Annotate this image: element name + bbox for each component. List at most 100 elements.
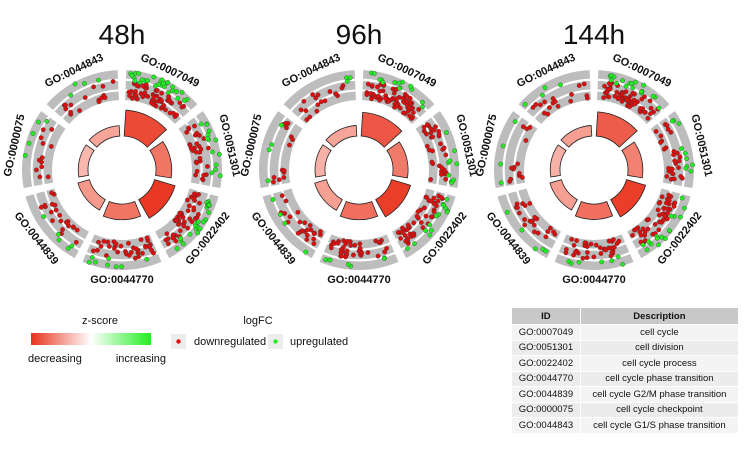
zscore-bar xyxy=(560,124,593,148)
downregulated-dot xyxy=(386,98,392,104)
table-row: GO:0044843 cell cycle G1/S phase transiti… xyxy=(511,417,740,434)
downregulated-dot xyxy=(404,103,410,108)
downregulated-dot xyxy=(182,219,187,225)
downregulated-dot xyxy=(581,81,587,87)
downregulated-dot xyxy=(551,229,556,235)
upregulated-dot xyxy=(209,170,215,176)
upregulated-dot xyxy=(377,77,383,83)
downregulated-dot xyxy=(508,176,514,182)
downregulated-dot xyxy=(438,172,444,177)
downregulated-dot xyxy=(74,227,80,233)
downregulated-dot xyxy=(668,129,674,135)
logfc-track xyxy=(493,111,521,188)
downregulated-dot xyxy=(197,133,202,138)
downregulated-dot xyxy=(400,229,406,235)
downregulated-dot xyxy=(73,239,79,245)
upregulated-dot xyxy=(278,212,283,217)
downregulated-dot xyxy=(606,238,612,244)
downregulated-dot xyxy=(184,129,190,135)
downregulated-dot xyxy=(98,243,104,249)
table-cell-description: cell division xyxy=(579,339,740,356)
downregulated-dot xyxy=(430,134,436,140)
go-circle-panel: 48hGO:0007049GO:0051301GO:0022402GO:0044… xyxy=(2,19,243,286)
downregulated-dot xyxy=(307,114,313,120)
downregulated-dot xyxy=(150,101,156,107)
upregulated-dot xyxy=(532,246,538,252)
downregulated-dot xyxy=(193,172,199,178)
upregulated-dot xyxy=(72,81,78,87)
downregulated-dot xyxy=(283,121,289,126)
logfc-track xyxy=(328,234,390,249)
upregulated-dot xyxy=(576,259,582,265)
downregulated-dot xyxy=(402,233,408,238)
upregulated-dot xyxy=(608,77,614,83)
logfc-track xyxy=(526,80,591,117)
downregulated-dot xyxy=(522,203,528,208)
logfc-track xyxy=(515,123,538,185)
upregulated-dot xyxy=(679,195,685,201)
table-cell-description: cell cycle G1/S phase transition xyxy=(579,417,740,434)
downregulated-dot xyxy=(443,152,449,158)
table-header-id: ID xyxy=(511,307,581,325)
downregulated-dot xyxy=(509,165,514,171)
downregulated-dot xyxy=(96,239,101,245)
downregulated-dot xyxy=(530,105,536,110)
upregulated-dot xyxy=(371,71,377,76)
downregulated-dot xyxy=(170,235,176,241)
go-circle-panel: 144hGO:0007049GO:0051301GO:0022402GO:004… xyxy=(474,19,715,286)
logfc-track xyxy=(507,191,556,249)
downregulated-dot xyxy=(666,192,672,198)
downregulated-dot xyxy=(175,222,181,227)
downregulated-dot xyxy=(315,102,321,108)
zscore-bar xyxy=(574,200,614,220)
downregulated-dot xyxy=(609,249,615,255)
upregulated-dot xyxy=(22,153,28,158)
zscore-bar xyxy=(77,179,106,211)
table-row: GO:0044770 cell cycle phase transition xyxy=(511,370,740,387)
logfc-track xyxy=(82,254,162,270)
downregulated-dot xyxy=(528,219,534,224)
logfc-track xyxy=(43,123,66,185)
downregulated-dot xyxy=(523,138,529,143)
upregulated-dot xyxy=(175,95,181,101)
downregulated-dot xyxy=(197,155,203,161)
downregulated-dot xyxy=(548,225,553,231)
downregulated-dot xyxy=(284,125,289,131)
downregulated-dot xyxy=(276,177,282,183)
upregulated-dot xyxy=(105,262,110,268)
downregulated-dot xyxy=(164,231,170,237)
upregulated-dot xyxy=(187,231,193,237)
downregulated-dot xyxy=(405,222,411,228)
logfc-legend-title: logFC xyxy=(243,315,272,327)
downregulated-dot xyxy=(411,220,417,226)
downregulated-dot xyxy=(311,241,317,247)
upregulated-dot xyxy=(688,168,694,174)
downregulated-dot xyxy=(638,106,643,111)
downregulated-dot xyxy=(302,220,308,226)
upregulated-dot xyxy=(639,89,644,94)
downregulated-dot xyxy=(129,96,135,101)
downregulated-dot xyxy=(415,209,421,214)
downregulated-dot xyxy=(391,90,397,96)
go-term-label: GO:0044770 xyxy=(327,274,391,286)
upregulated-dot xyxy=(213,137,219,143)
logfc-track xyxy=(291,80,356,117)
upregulated-dot xyxy=(656,105,662,111)
downregulated-dot xyxy=(620,91,625,97)
chart-panels: 48hGO:0007049GO:0051301GO:0022402GO:0044… xyxy=(2,19,715,286)
upregulated-dot xyxy=(69,243,75,249)
downregulated-dot xyxy=(310,92,315,97)
downregulated-dot xyxy=(134,96,140,102)
upregulated-dot xyxy=(599,259,605,265)
upregulated-dot xyxy=(640,242,646,248)
upregulated-dot xyxy=(620,261,626,267)
downregulated-dot xyxy=(418,220,424,225)
downregulated-dot xyxy=(60,227,65,232)
logfc-track xyxy=(563,234,625,249)
downregulated-dot xyxy=(198,146,204,152)
downregulated-dot xyxy=(287,214,293,220)
zscore-bar xyxy=(88,125,121,148)
downregulated-dot xyxy=(165,241,171,247)
downregulated-dot xyxy=(205,145,211,151)
zscore-gradient-bar xyxy=(31,333,151,345)
